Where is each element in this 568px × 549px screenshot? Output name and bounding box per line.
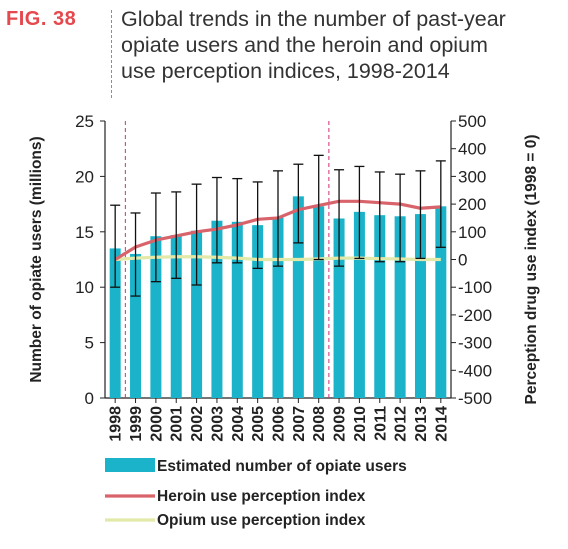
x-axis-tick-label: 2001 — [169, 406, 186, 442]
bar-2000 — [150, 236, 162, 398]
x-axis-tick-label: 2003 — [209, 406, 226, 442]
bar-2005 — [252, 225, 264, 398]
x-axis-tick-label: 2013 — [413, 406, 430, 442]
right-axis-tick-label: 200 — [458, 195, 486, 214]
bar-2004 — [231, 221, 243, 398]
legend-swatch-bars — [105, 458, 155, 472]
bar-2006 — [272, 217, 284, 398]
chart-title-line-1: Global trends in the number of past-year — [121, 7, 506, 31]
bar-1999 — [130, 253, 142, 398]
right-axis-tick-label: -200 — [458, 306, 492, 325]
right-axis-tick-label: 500 — [458, 112, 486, 131]
right-axis-tick-label: -100 — [458, 278, 492, 297]
legend-label-heroin: Heroin use perception index — [157, 488, 366, 505]
right-axis-tick-label: -400 — [458, 361, 492, 380]
x-axis-tick-label: 2010 — [352, 406, 369, 442]
right-axis-tick-label: 400 — [458, 140, 486, 159]
y-axis-title: Number of opiate users (millions) — [28, 136, 45, 382]
title-divider — [111, 10, 112, 98]
bar-1998 — [109, 248, 121, 398]
x-axis-tick-label: 2009 — [332, 406, 349, 442]
left-axis-tick-label: 5 — [85, 334, 94, 353]
chart-title: Global trends in the number of past-year… — [121, 6, 561, 84]
x-axis-tick-label: 2005 — [250, 406, 267, 442]
x-axis-tick-label: 2012 — [393, 406, 410, 442]
legend-label-bars: Estimated number of opiate users — [157, 458, 407, 475]
left-axis-tick-label: 25 — [75, 112, 94, 131]
chart-title-line-2: opiate users and the heroin and opium — [121, 33, 488, 57]
bar-2011 — [374, 215, 386, 398]
bar-2008 — [313, 206, 325, 398]
bar-2003 — [211, 220, 223, 398]
right-axis-tick-label: 0 — [458, 251, 467, 270]
y2-axis-title: Perception drug use index (1998 = 0) — [523, 134, 540, 404]
x-axis-tick-label: 2007 — [291, 406, 308, 442]
left-axis-tick-label: 10 — [75, 278, 94, 297]
left-axis-tick-label: 15 — [75, 223, 94, 242]
right-axis-tick-label: -300 — [458, 334, 492, 353]
x-axis-tick-label: 2008 — [311, 406, 328, 442]
chart-title-line-3: use perception indices, 1998-2014 — [121, 59, 450, 83]
bar-2007 — [292, 196, 304, 398]
x-axis-tick-label: 2002 — [189, 406, 206, 442]
bar-2010 — [353, 211, 365, 398]
right-axis-tick-label: 100 — [458, 223, 486, 242]
right-axis-tick-label: -500 — [458, 389, 492, 408]
bar-2012 — [394, 216, 406, 398]
x-axis-tick-label: 1998 — [108, 406, 125, 442]
legend-label-opium: Opium use perception index — [157, 512, 366, 529]
bar-2009 — [333, 218, 345, 398]
figure-label: FIG. 38 — [6, 8, 77, 30]
x-axis-tick-label: 2000 — [148, 406, 165, 442]
x-axis-tick-label: 2006 — [271, 406, 288, 442]
bar-2002 — [191, 230, 203, 398]
x-axis-tick-label: 2014 — [433, 406, 450, 442]
x-axis-tick-label: 2004 — [230, 406, 247, 442]
x-axis-tick-label: 2011 — [372, 406, 389, 441]
left-axis-tick-label: 0 — [85, 389, 94, 408]
bar-2001 — [170, 235, 182, 398]
left-axis-tick-label: 20 — [75, 167, 94, 186]
bar-2013 — [414, 214, 426, 398]
right-axis-tick-label: 300 — [458, 167, 486, 186]
bar-2014 — [435, 206, 447, 398]
x-axis-tick-label: 1999 — [128, 406, 145, 442]
